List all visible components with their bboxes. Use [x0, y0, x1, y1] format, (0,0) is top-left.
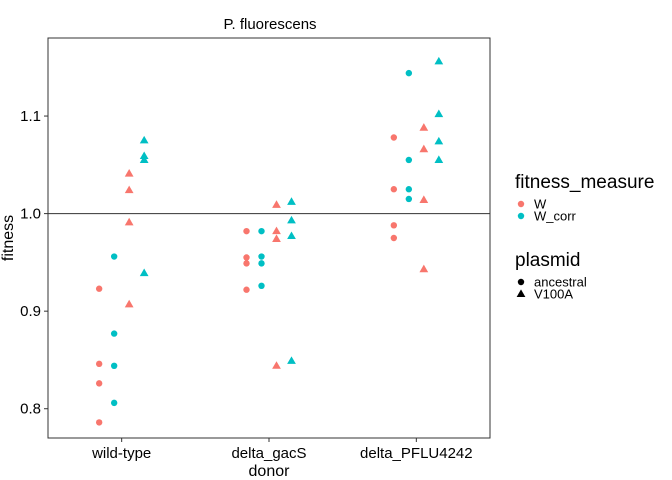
data-point	[287, 356, 296, 364]
data-point	[110, 399, 118, 407]
data-point	[405, 186, 413, 193]
data-point	[258, 227, 265, 235]
data-point	[405, 195, 413, 203]
x-tick-label: delta_PFLU4242	[360, 445, 473, 462]
y-tick-label: 0.9	[20, 303, 41, 320]
legend-title: fitness_measure	[515, 172, 654, 193]
y-axis: 0.8 0.9 1.0 1.1	[20, 108, 48, 418]
data-point	[390, 234, 398, 242]
legend-label: W_corr	[534, 209, 577, 224]
data-point	[243, 227, 250, 235]
data-point	[110, 253, 118, 260]
legend-label: W	[534, 197, 547, 212]
y-axis-title: fitness	[0, 215, 17, 261]
y-tick-label: 1.0	[20, 206, 41, 223]
data-point	[287, 215, 296, 224]
x-tick-label: delta_gacS	[231, 445, 306, 462]
y-tick-label: 0.8	[20, 401, 41, 418]
data-point	[243, 260, 250, 267]
data-point	[139, 135, 149, 144]
data-point	[390, 186, 398, 193]
data-point	[139, 155, 149, 163]
data-point	[419, 264, 429, 273]
data-point	[434, 136, 444, 145]
data-point	[110, 362, 118, 370]
data-point	[287, 231, 296, 240]
data-point	[272, 226, 281, 235]
data-point	[405, 156, 413, 164]
data-point	[95, 360, 103, 368]
data-point	[124, 299, 134, 308]
legend-label: V100A	[534, 287, 573, 302]
data-point	[390, 134, 398, 141]
data-point	[139, 268, 149, 277]
data-point	[258, 282, 265, 290]
data-point	[434, 56, 444, 65]
data-point	[258, 253, 265, 260]
data-point	[258, 260, 265, 267]
data-point	[434, 109, 444, 118]
data-point	[419, 144, 429, 153]
data-point	[124, 169, 134, 177]
data-point	[390, 222, 398, 229]
data-point	[139, 151, 149, 160]
x-axis-title: donor	[249, 463, 291, 480]
data-point	[95, 285, 103, 292]
data-point	[243, 286, 250, 293]
data-points	[95, 56, 444, 426]
x-tick-label: wild-type	[91, 445, 151, 462]
data-point	[434, 155, 444, 163]
data-point	[124, 185, 134, 194]
data-point	[95, 419, 103, 426]
legend-title: plasmid	[515, 250, 580, 271]
data-point	[287, 197, 296, 205]
data-point	[419, 123, 429, 131]
x-axis: wild-type delta_gacS delta_PFLU4242	[91, 438, 473, 462]
data-point	[405, 69, 413, 77]
data-point	[243, 254, 250, 261]
data-point	[272, 200, 281, 208]
data-point	[95, 380, 103, 387]
plot-panel	[47, 37, 491, 439]
data-point	[110, 330, 118, 337]
legend-key	[516, 289, 526, 297]
data-point	[419, 195, 429, 203]
legend-key	[517, 200, 525, 208]
legend-label: ancestral	[534, 275, 587, 290]
data-point	[272, 234, 281, 242]
legend-key	[517, 212, 525, 220]
plot-title: P. fluorescens	[223, 16, 316, 33]
y-tick-label: 1.1	[20, 108, 41, 125]
data-point	[124, 217, 134, 226]
legend-key	[517, 278, 525, 286]
data-point	[272, 361, 281, 369]
